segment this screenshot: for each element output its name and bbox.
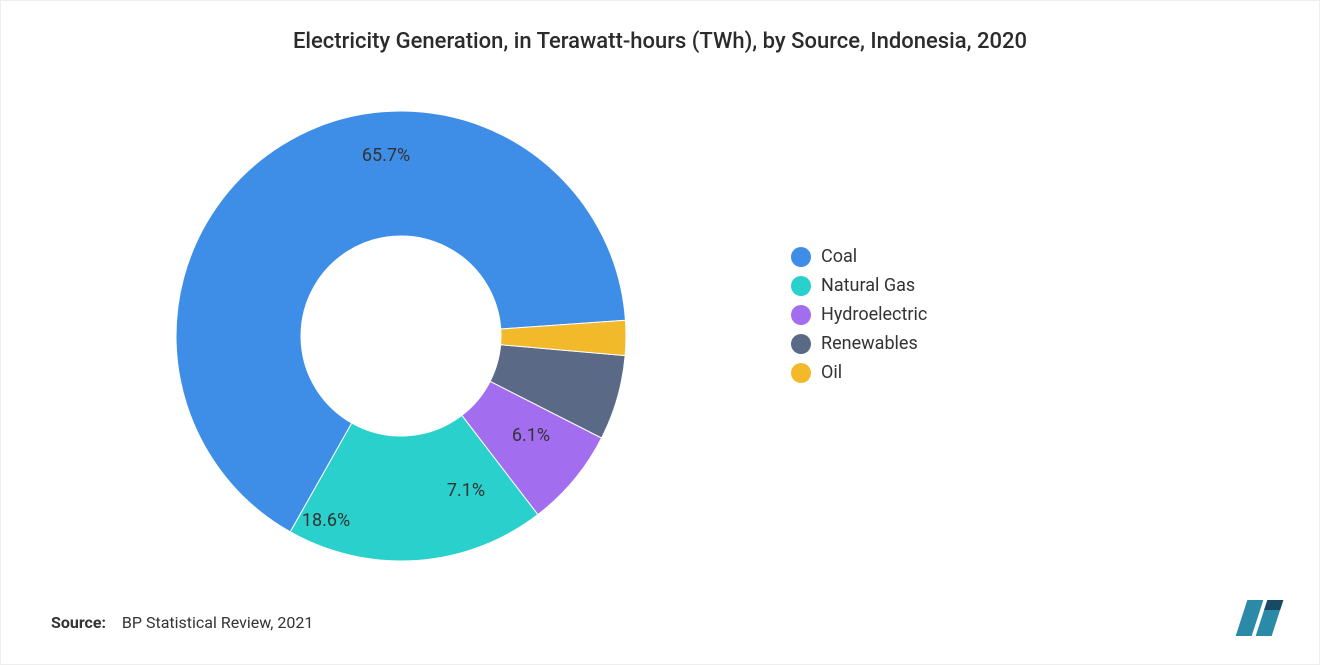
legend: Coal Natural Gas Hydroelectric Renewables Oi… [791, 246, 927, 391]
chart-container: Electricity Generation, in Terawatt-hour… [0, 0, 1320, 665]
slice-label-hydroelectric: 7.1% [447, 480, 485, 501]
legend-item-hydroelectric: Hydroelectric [791, 304, 927, 325]
legend-swatch [791, 247, 811, 267]
legend-label: Hydroelectric [821, 304, 927, 325]
legend-item-renewables: Renewables [791, 333, 927, 354]
donut-hole [301, 236, 501, 436]
donut-chart: 65.7% 18.6% 7.1% 6.1% [111, 96, 691, 576]
legend-swatch [791, 363, 811, 383]
legend-label: Oil [821, 362, 842, 383]
legend-item-coal: Coal [791, 246, 927, 267]
legend-label: Coal [821, 246, 857, 267]
slice-label-natural-gas: 18.6% [302, 510, 350, 531]
slice-label-coal: 65.7% [362, 145, 410, 166]
legend-item-natural-gas: Natural Gas [791, 275, 927, 296]
legend-swatch [791, 276, 811, 296]
legend-item-oil: Oil [791, 362, 927, 383]
source-prefix: Source: [51, 613, 106, 632]
slice-label-renewables: 6.1% [512, 425, 550, 446]
chart-title: Electricity Generation, in Terawatt-hour… [1, 29, 1319, 54]
legend-label: Natural Gas [821, 275, 915, 296]
legend-swatch [791, 334, 811, 354]
source-attribution: Source: BP Statistical Review, 2021 [51, 613, 313, 632]
brand-logo-icon [1230, 598, 1284, 638]
source-text: BP Statistical Review, 2021 [122, 613, 313, 632]
legend-label: Renewables [821, 333, 918, 354]
legend-swatch [791, 305, 811, 325]
